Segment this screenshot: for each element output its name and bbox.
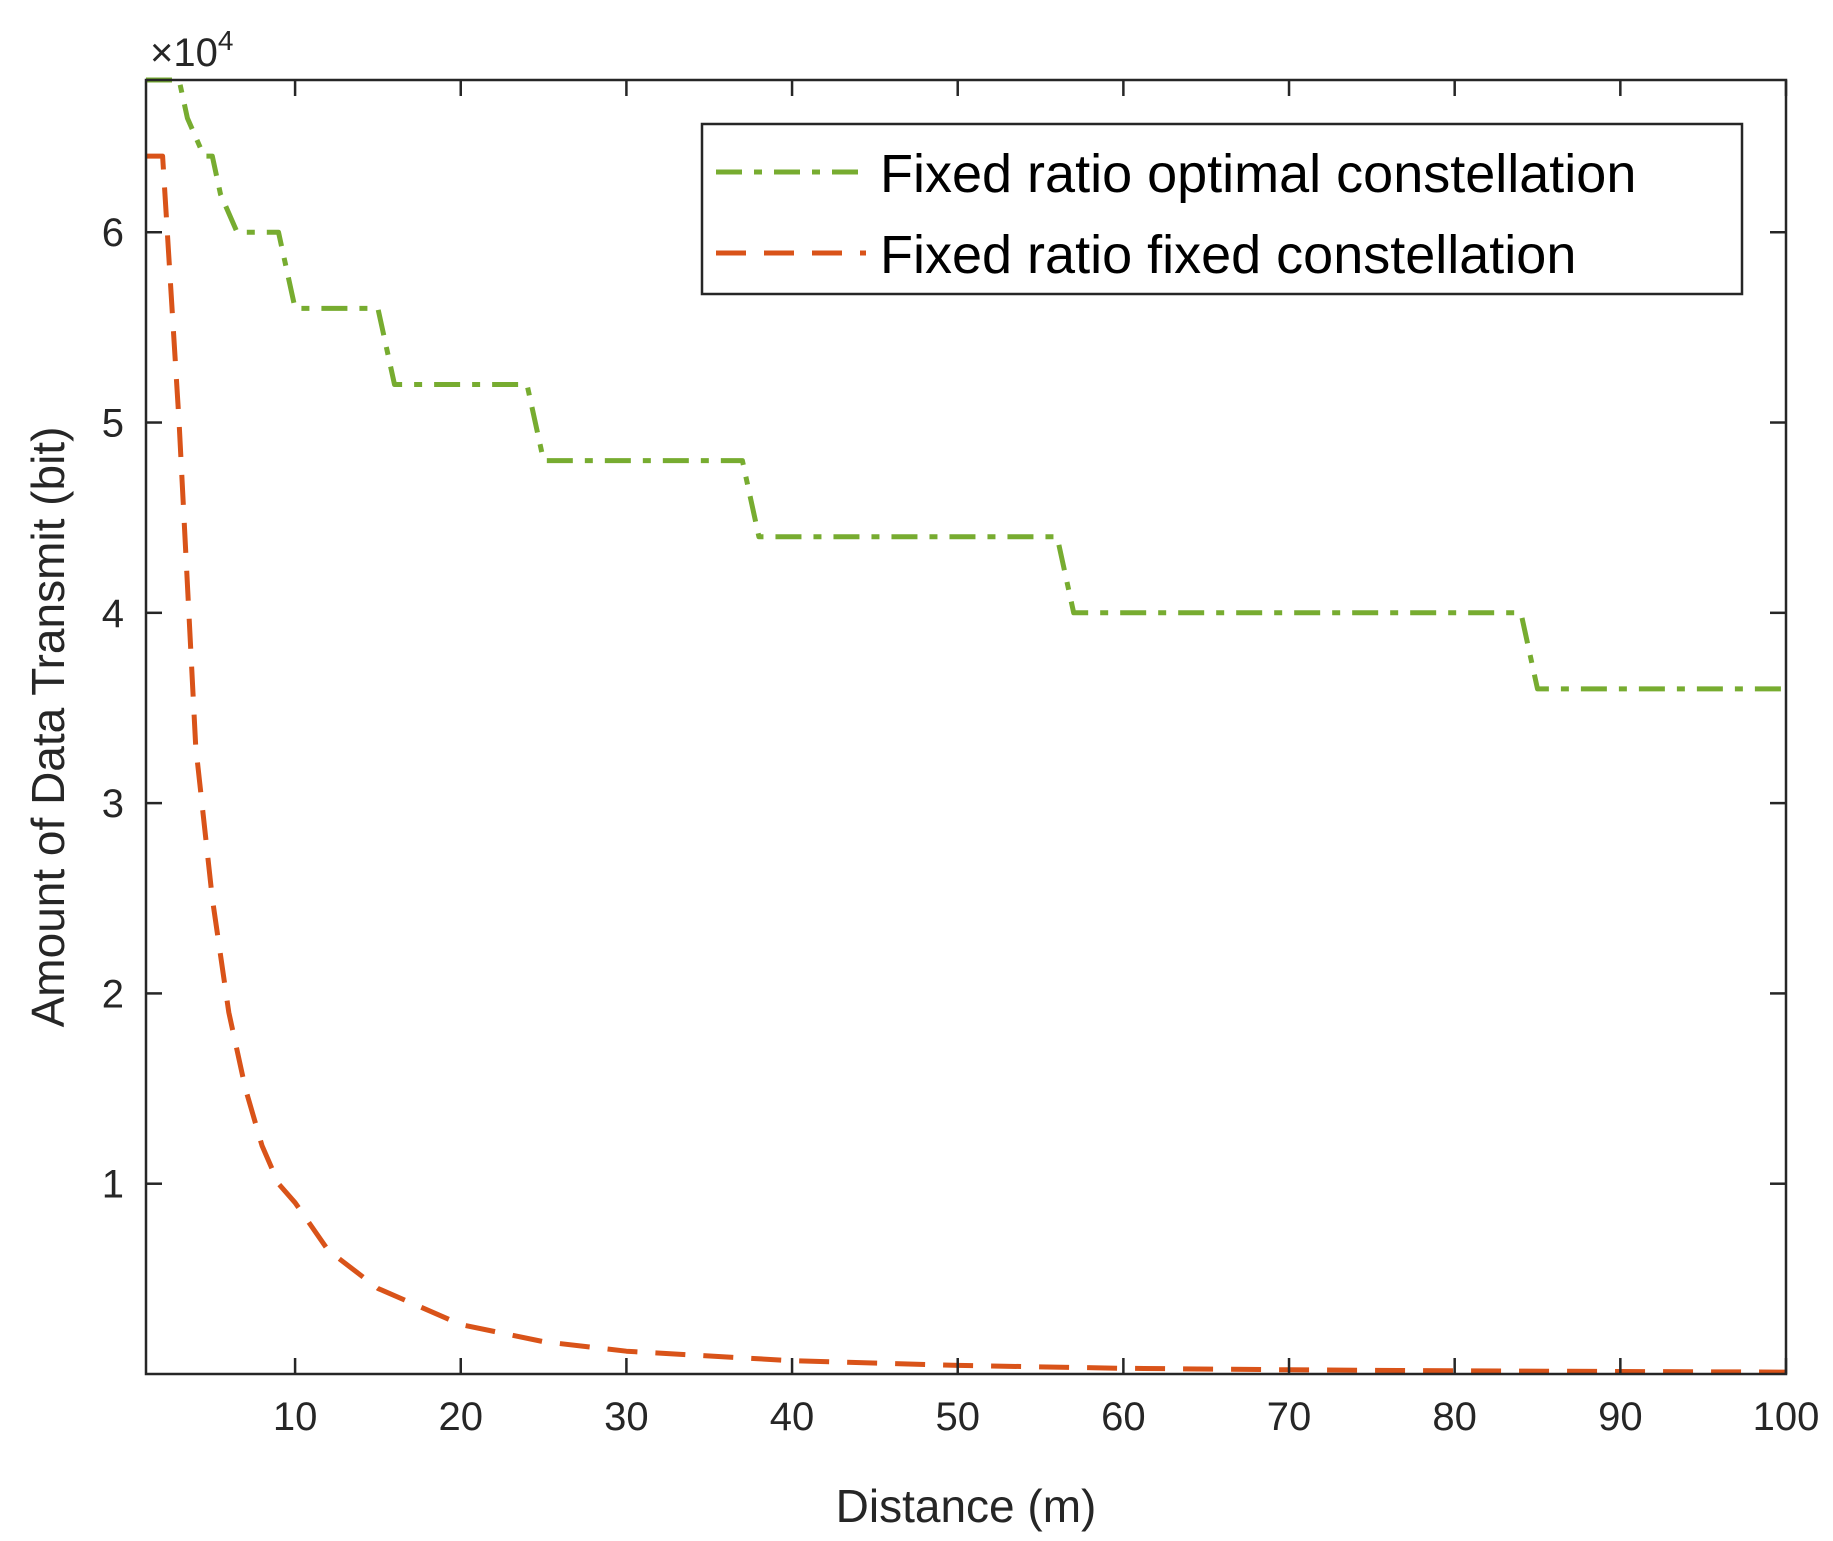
legend-label-fixed-ratio-fixed-constellation: Fixed ratio fixed constellation — [880, 225, 1576, 285]
y-tick-label: 4 — [102, 592, 124, 636]
plot-area — [146, 80, 1786, 1374]
x-tick-label: 90 — [1598, 1395, 1643, 1439]
ticks-layer: 10 20 30 40 50 60 70 80 90 100 1 2 3 4 5 6 — [102, 80, 1820, 1439]
y-tick-label: 5 — [102, 402, 124, 446]
x-tick-label: 60 — [1101, 1395, 1146, 1439]
x-tick-label: 20 — [438, 1395, 483, 1439]
y-tick-label: 6 — [102, 211, 124, 255]
y-exponent-label: ×104 — [150, 25, 233, 75]
legend-label-fixed-ratio-optimal-constellation: Fixed ratio optimal constellation — [880, 144, 1636, 204]
y-tick-label: 3 — [102, 782, 124, 826]
x-tick-label: 30 — [604, 1395, 649, 1439]
x-axis-title: Distance (m) — [836, 1480, 1097, 1532]
y-exponent-power: 4 — [218, 25, 234, 56]
x-tick-label: 40 — [770, 1395, 815, 1439]
y-tick-label: 1 — [102, 1163, 124, 1207]
x-tick-label: 70 — [1267, 1395, 1312, 1439]
series-line-fixed-ratio-optimal-constellation — [146, 77, 1786, 692]
x-tick-label: 100 — [1753, 1395, 1820, 1439]
axes-box — [144, 78, 1788, 1376]
y-tick-label: 2 — [102, 972, 124, 1016]
series-line-fixed-ratio-fixed-constellation — [146, 153, 1787, 1375]
series-layer — [146, 77, 1787, 1375]
legend-box — [700, 122, 1744, 296]
x-tick-label: 50 — [935, 1395, 980, 1439]
y-exponent-base: ×10 — [150, 31, 218, 75]
x-tick-label: 10 — [273, 1395, 318, 1439]
y-axis-title: Amount of Data Transmit (bit) — [22, 427, 74, 1028]
legend: Fixed ratio optimal constellation Fixed … — [700, 122, 1744, 296]
x-tick-label: 80 — [1432, 1395, 1477, 1439]
